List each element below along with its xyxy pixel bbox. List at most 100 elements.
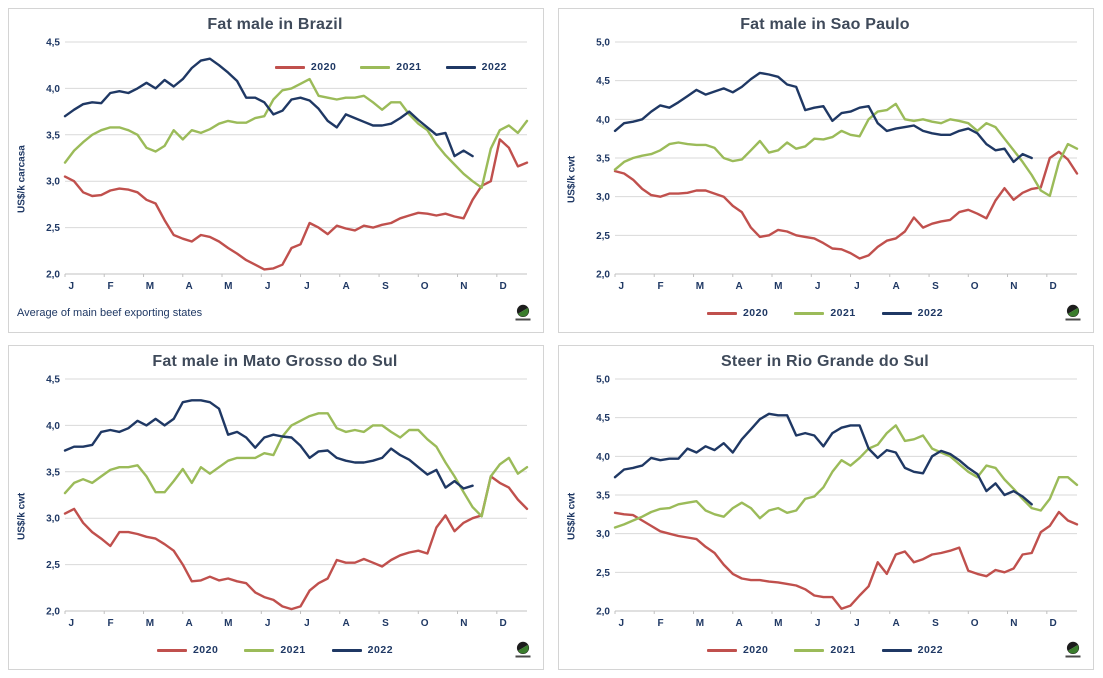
y-tick-label: 2,5 <box>596 231 610 242</box>
y-tick-label: 2,5 <box>46 560 60 571</box>
y-tick-label: 2,5 <box>596 568 610 579</box>
legend-swatch-2021 <box>794 648 825 652</box>
x-tick-label: O <box>971 281 979 292</box>
x-tick-label: M <box>224 281 232 292</box>
legend-swatch-2022 <box>445 65 476 69</box>
legend-swatch-2021 <box>244 648 275 652</box>
globe-logo <box>513 304 533 322</box>
y-tick-label: 3,0 <box>46 177 60 188</box>
chart-panel-sao-paulo: Fat male in Sao Paulo US$/k cwt 2,0 2,5 3,… <box>558 8 1094 333</box>
series-line-2021 <box>613 102 1079 198</box>
x-tick-label: A <box>892 281 899 292</box>
series-line-2022 <box>63 57 474 158</box>
x-tick-label: J <box>619 618 625 629</box>
legend-label: 2020 <box>192 644 219 656</box>
x-tick-label: D <box>500 618 507 629</box>
legend-item-2021: 2021 <box>360 61 421 73</box>
chart-legend: 2020 2021 2022 <box>156 644 394 656</box>
legend-item-2021: 2021 <box>794 307 855 319</box>
chart-footer: 2020 2021 2022 <box>565 296 1085 330</box>
legend-item-2020: 2020 <box>274 61 337 73</box>
x-tick-label: M <box>696 618 704 629</box>
series-line-2022 <box>613 412 1033 506</box>
series-line-2022 <box>63 399 474 490</box>
legend-swatch-2021 <box>360 65 391 69</box>
y-tick-label: 3,0 <box>596 192 610 203</box>
chart-title: Fat male in Mato Grosso do Sul <box>152 353 398 370</box>
x-tick-label: M <box>774 281 782 292</box>
chart-title: Fat male in Sao Paulo <box>740 16 910 33</box>
y-tick-label: 3,5 <box>596 491 610 502</box>
x-tick-label: A <box>185 618 192 629</box>
y-axis-title: US$/k cwt <box>566 155 578 203</box>
y-tick-label: 4,5 <box>46 38 60 49</box>
line-chart: 2,0 2,5 3,0 3,5 4,0 4,5 J F M A M J J A S O N D <box>46 38 529 292</box>
x-tick-label: J <box>69 618 75 629</box>
x-tick-label: F <box>658 618 664 629</box>
x-tick-label: A <box>185 281 192 292</box>
legend-item-2020: 2020 <box>706 307 768 319</box>
y-axis-title: US$/k cwt <box>566 492 578 540</box>
x-tick-label: F <box>658 281 664 292</box>
chart-legend: 2020 2021 2022 <box>706 644 944 656</box>
legend-swatch-2020 <box>156 648 187 652</box>
x-tick-label: M <box>146 618 154 629</box>
legend-item-2021: 2021 <box>244 644 305 656</box>
x-tick-label: O <box>421 281 429 292</box>
legend-item-2022: 2022 <box>445 61 507 73</box>
legend-label: 2020 <box>310 61 337 73</box>
y-tick-label: 4,0 <box>46 84 60 95</box>
y-tick-label: 2,0 <box>596 607 610 618</box>
legend-swatch-2022 <box>881 311 912 315</box>
chart-area: US$/k cwt 2,0 2,5 3,0 3,5 4,0 4,5 5,0 J F M A M J J A S… <box>565 36 1085 296</box>
chart-title: Fat male in Brazil <box>207 16 343 33</box>
series-line-2022 <box>613 71 1033 164</box>
y-tick-label: 4,5 <box>596 76 610 87</box>
x-tick-label: N <box>460 281 467 292</box>
series-line-2021 <box>613 424 1079 529</box>
legend-item-2022: 2022 <box>881 307 943 319</box>
globe-logo <box>1063 304 1083 322</box>
x-tick-label: S <box>382 281 389 292</box>
x-tick-label: M <box>696 281 704 292</box>
legend-item-2020: 2020 <box>156 644 219 656</box>
line-chart: 2,0 2,5 3,0 3,5 4,0 4,5 5,0 J F M A M J J A S O N D <box>596 375 1079 629</box>
legend-swatch-2020 <box>706 311 737 315</box>
chart-area: US$/k carcasa 2,0 2,5 3,0 3,5 4,0 4,5 J F M A M J J A… <box>15 36 535 296</box>
series-line-2020 <box>63 475 529 611</box>
chart-footer: Average of main beef exporting states <box>15 296 535 330</box>
legend-swatch-2021 <box>794 311 825 315</box>
x-tick-label: J <box>69 281 75 292</box>
x-tick-label: F <box>108 281 114 292</box>
x-tick-label: J <box>815 618 821 629</box>
x-tick-label: A <box>735 618 742 629</box>
chart-panel-brazil: Fat male in Brazil US$/k carcasa 2,0 2,5 3… <box>8 8 544 333</box>
chart-legend: 2020 2021 2022 <box>274 61 507 73</box>
chart-footer: 2020 2021 2022 <box>15 633 535 667</box>
x-tick-label: D <box>1050 618 1057 629</box>
chart-title: Steer in Rio Grande do Sul <box>721 353 929 370</box>
x-tick-label: J <box>265 281 271 292</box>
y-tick-label: 4,0 <box>596 115 610 126</box>
legend-item-2022: 2022 <box>331 644 394 656</box>
chart-area: US$/k cwt 2,0 2,5 3,0 3,5 4,0 4,5 J F M A M J J A S O N D <box>15 373 535 633</box>
x-tick-label: D <box>500 281 507 292</box>
x-tick-label: J <box>619 281 625 292</box>
legend-label: 2022 <box>917 644 944 656</box>
x-tick-label: M <box>146 281 154 292</box>
legend-item-2021: 2021 <box>794 644 855 656</box>
y-tick-label: 5,0 <box>596 375 610 386</box>
chart-area: US$/k cwt 2,0 2,5 3,0 3,5 4,0 4,5 5,0 J F M A M J J A S… <box>565 373 1085 633</box>
x-tick-label: J <box>265 618 271 629</box>
legend-label: 2022 <box>367 644 394 656</box>
legend-swatch-2022 <box>881 648 912 652</box>
x-tick-label: M <box>774 618 782 629</box>
series-line-2021 <box>63 77 529 189</box>
legend-swatch-2020 <box>706 648 737 652</box>
x-tick-label: F <box>108 618 114 629</box>
y-tick-label: 4,0 <box>596 452 610 463</box>
x-tick-label: J <box>815 281 821 292</box>
y-tick-label: 4,0 <box>46 421 60 432</box>
y-tick-label: 5,0 <box>596 38 610 49</box>
